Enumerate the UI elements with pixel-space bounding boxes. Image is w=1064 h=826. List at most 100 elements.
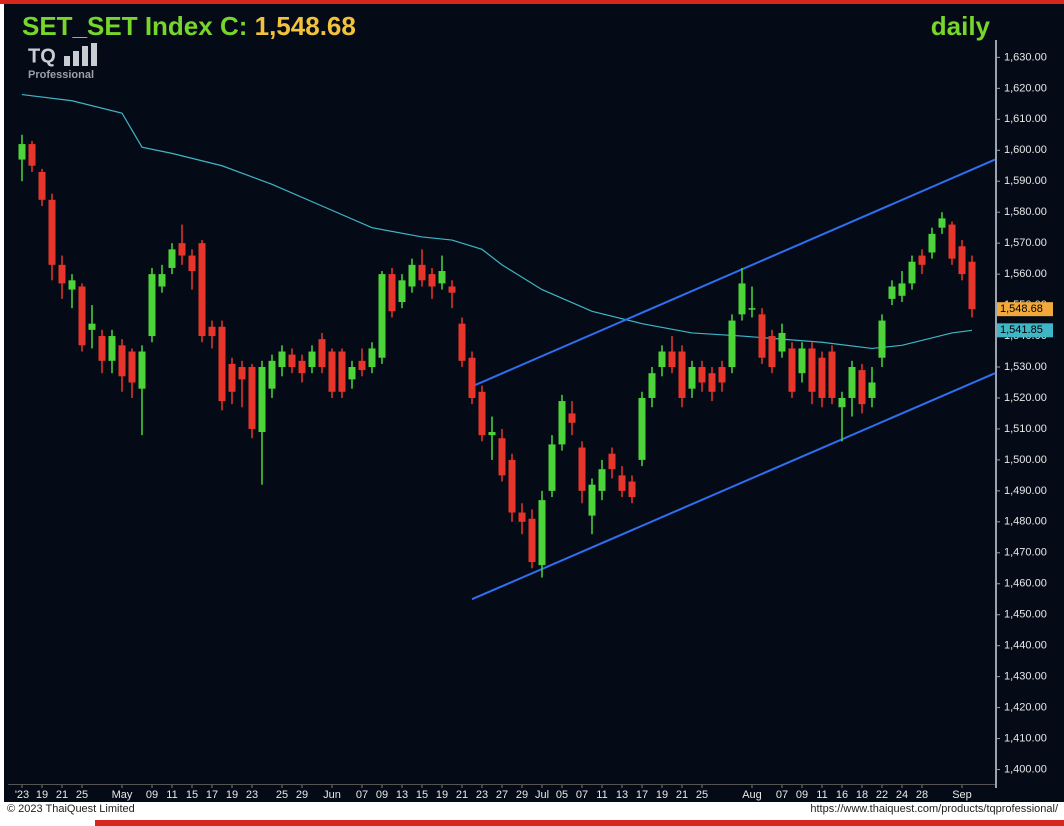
x-axis-line [8, 784, 995, 785]
candle [728, 314, 736, 374]
candle-body [248, 367, 256, 429]
candle-body [928, 233, 936, 253]
candle-body [618, 475, 626, 491]
candle-body [908, 261, 916, 284]
x-tick-label: 21 [56, 789, 68, 801]
x-tick-label: '23 [15, 789, 29, 801]
x-tick-label: 17 [206, 789, 218, 801]
candle-body [728, 320, 736, 368]
candle [248, 363, 256, 439]
price-tag [997, 302, 1053, 317]
candle-body [548, 444, 556, 491]
candle-body [288, 354, 296, 368]
candle-body [838, 397, 846, 408]
candle-body [318, 339, 326, 368]
candle-body [228, 363, 236, 392]
y-tick-label: 1,400.00 [1004, 763, 1047, 775]
candle [238, 360, 246, 408]
x-tick-label: 16 [836, 789, 848, 801]
x-tick-label: Aug [742, 789, 762, 801]
candle-body [338, 351, 346, 392]
candle [948, 221, 956, 265]
candle-body [278, 351, 286, 368]
x-tick-label: 07 [776, 789, 788, 801]
candle-body [918, 255, 926, 265]
x-tick-label: 25 [276, 789, 288, 801]
candle [548, 435, 556, 498]
candle-body [478, 391, 486, 436]
candle-body [708, 373, 716, 392]
candle [798, 342, 806, 383]
candle-body [388, 274, 396, 312]
y-tick-label: 1,500.00 [1004, 454, 1047, 466]
x-tick-label: 11 [166, 789, 177, 801]
candle [298, 354, 306, 383]
candle-body [888, 286, 896, 299]
candle [58, 255, 66, 299]
candle [468, 351, 476, 405]
candle [208, 320, 216, 349]
x-tick-label: 25 [76, 789, 88, 801]
x-tick-label: Sep [952, 789, 972, 801]
candle-body [348, 367, 356, 380]
price-tag [997, 323, 1053, 338]
candle [488, 416, 496, 460]
candle [658, 345, 666, 377]
candle [368, 342, 376, 374]
y-tick-label: 1,480.00 [1004, 516, 1047, 528]
x-tick-label: 07 [356, 789, 368, 801]
x-tick-label: 27 [496, 789, 508, 801]
candle-body [88, 323, 96, 330]
candle [638, 391, 646, 467]
candle [868, 367, 876, 408]
logo-bar [91, 43, 97, 66]
candle [918, 249, 926, 275]
candle-body [328, 351, 336, 392]
candle [218, 320, 226, 411]
candle [618, 466, 626, 498]
candle-body [418, 264, 426, 281]
x-tick-label: 05 [556, 789, 568, 801]
candle-body [208, 326, 216, 337]
candle-body [408, 264, 416, 287]
candle-body [368, 348, 376, 368]
candle [498, 428, 506, 482]
candle-body [568, 413, 576, 423]
y-tick-label: 1,430.00 [1004, 671, 1047, 683]
candle-body [168, 249, 176, 268]
candle-body [498, 438, 506, 476]
candle [438, 255, 446, 290]
candle-body [698, 367, 706, 383]
candle [858, 363, 866, 414]
candle [778, 323, 786, 358]
candle [148, 267, 156, 343]
candle [178, 224, 186, 265]
title-text: SET_SET Index C: [22, 11, 247, 41]
x-tick-label: 21 [676, 789, 688, 801]
candle-body [608, 453, 616, 470]
candle [878, 314, 886, 368]
candle-body [358, 360, 366, 371]
candle [528, 509, 536, 569]
candle-body [428, 274, 436, 287]
candle [428, 267, 436, 299]
candle-body [488, 432, 496, 436]
x-tick-label: 09 [146, 789, 158, 801]
candle [518, 503, 526, 535]
candle-body [398, 280, 406, 302]
candle-body [518, 512, 526, 522]
candle [88, 305, 96, 349]
candle-body [898, 283, 906, 296]
y-axis-line [995, 40, 997, 788]
candle [608, 447, 616, 479]
logo-subtext: Professional [28, 69, 94, 81]
x-tick-label: 19 [656, 789, 668, 801]
candle [738, 267, 746, 321]
candle-body [458, 323, 466, 361]
candle [318, 332, 326, 374]
candle [708, 367, 716, 402]
candle-body [508, 459, 516, 513]
candle-body [778, 332, 786, 352]
candle [288, 348, 296, 374]
candle-body [628, 481, 636, 498]
